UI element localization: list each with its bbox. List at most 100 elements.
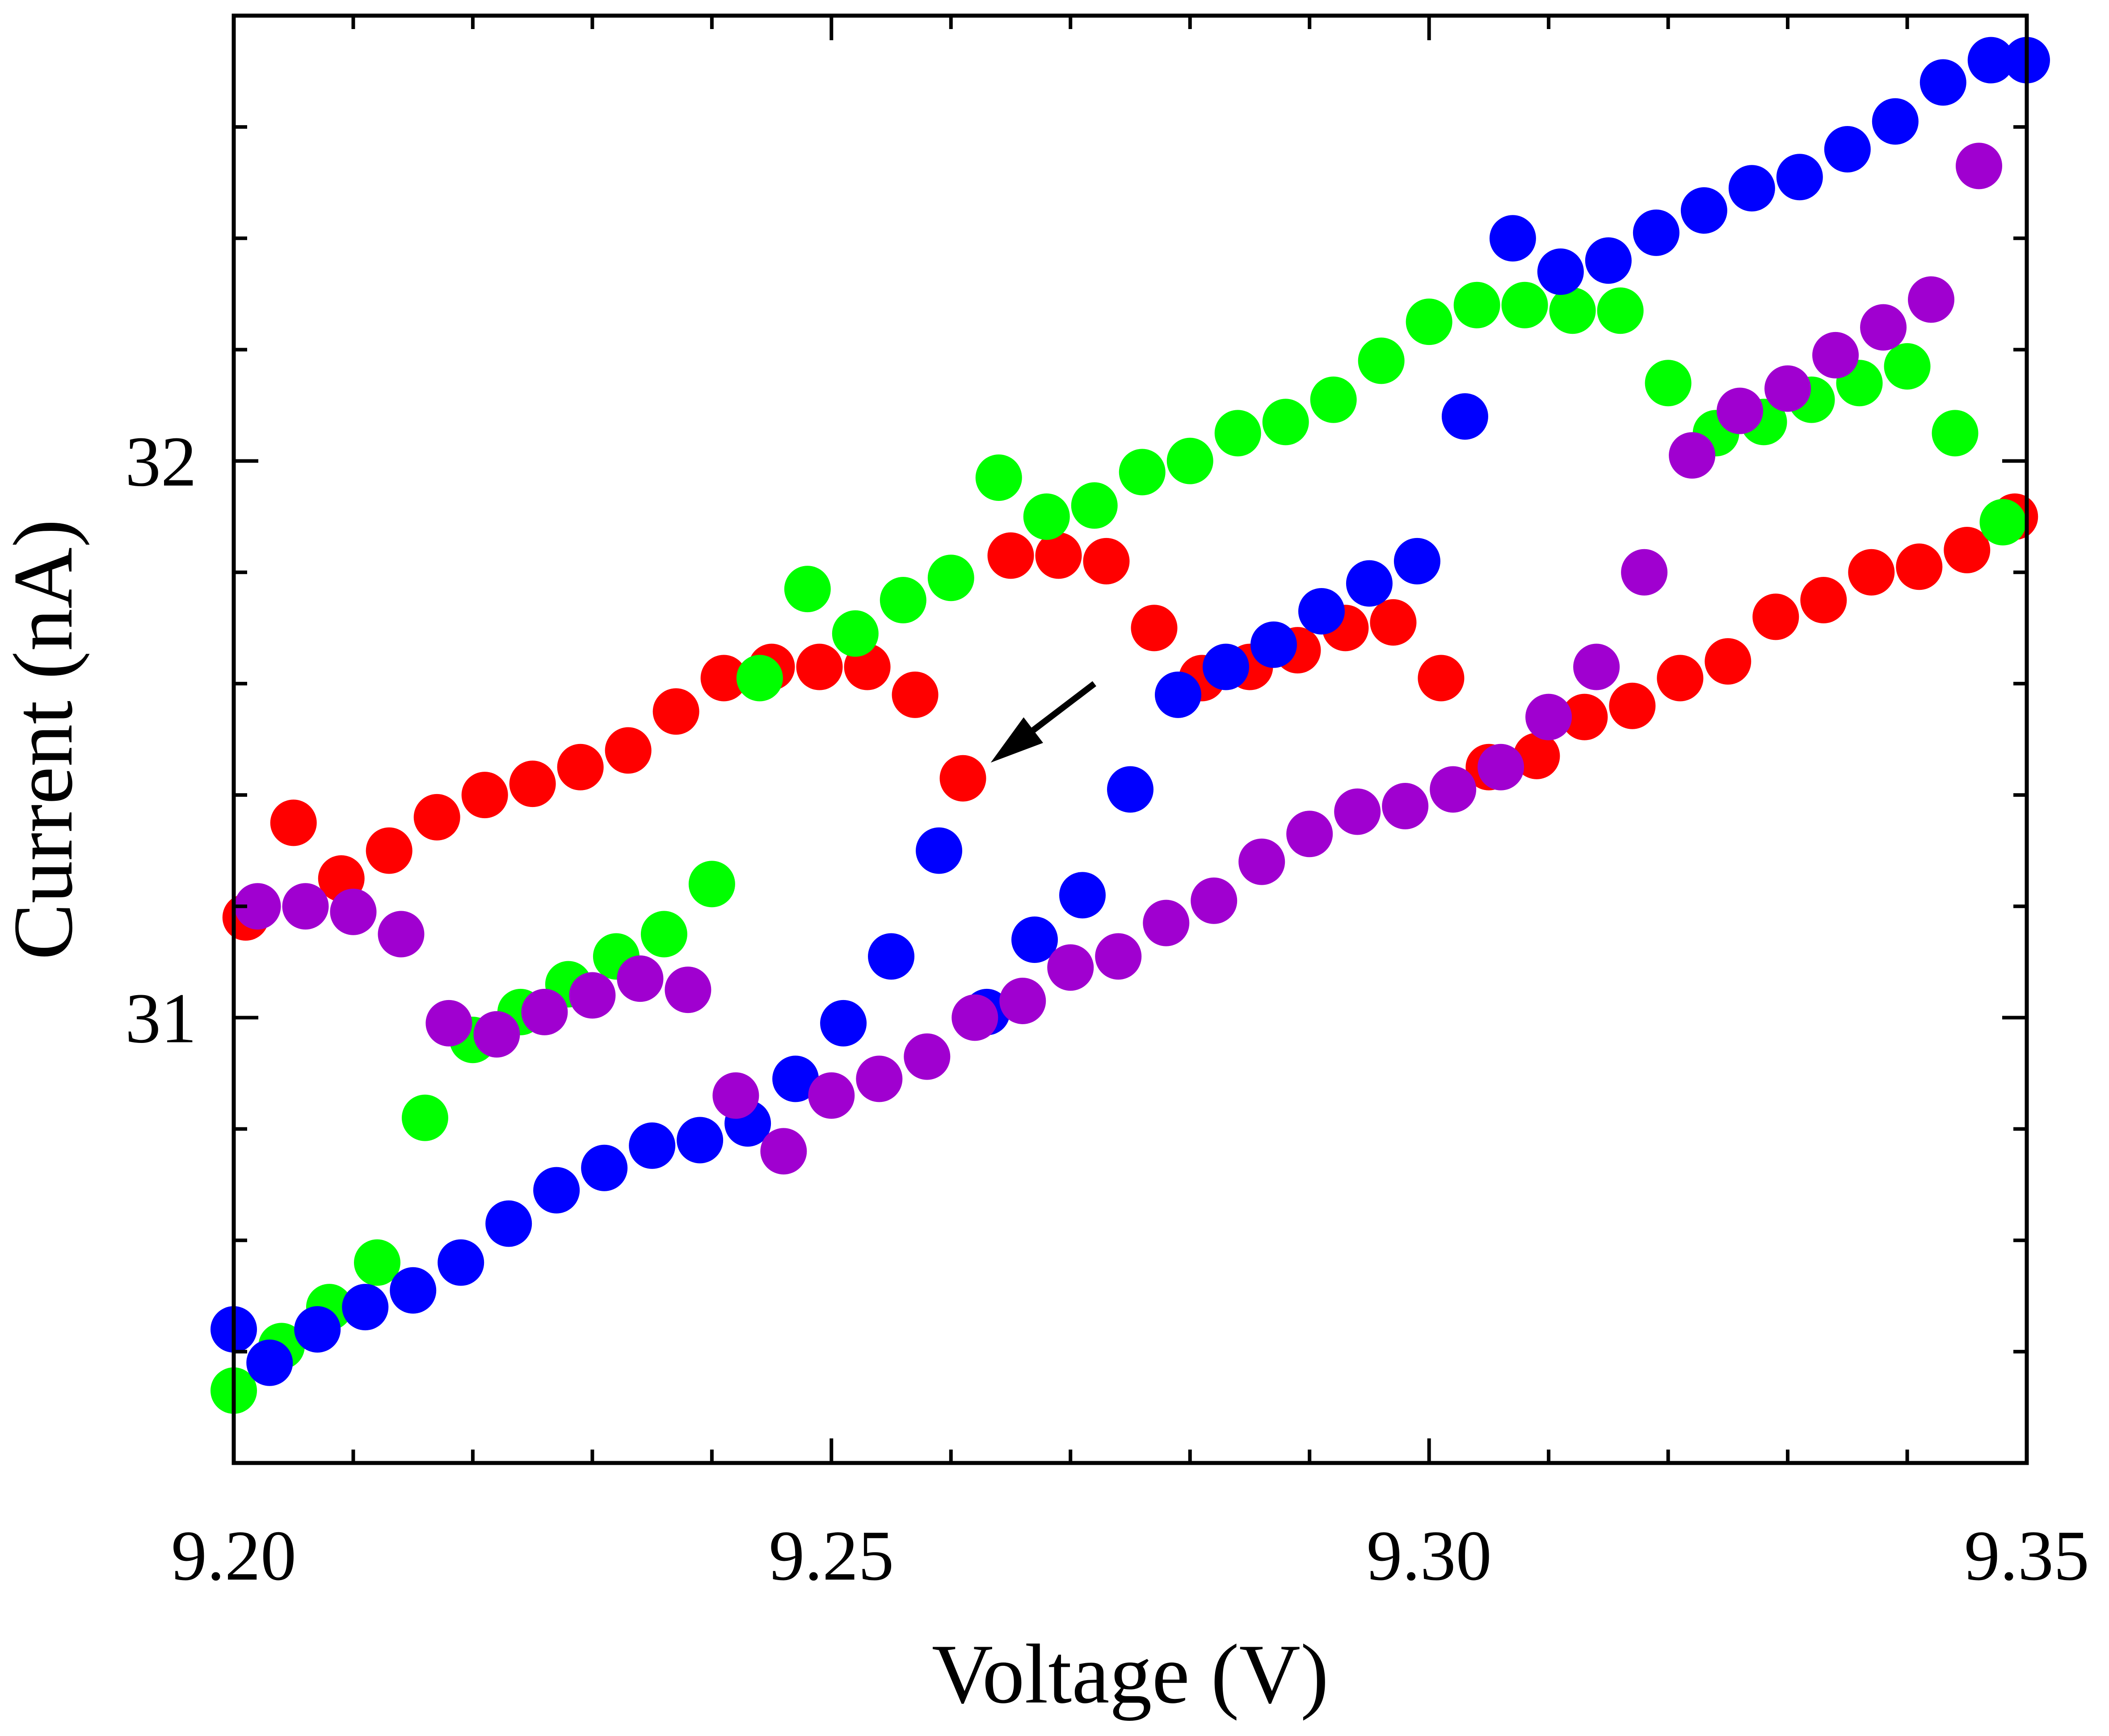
data-point-purple-8 <box>617 955 664 1002</box>
data-point-blue-6 <box>485 1200 532 1247</box>
data-point-green-27 <box>1501 282 1548 328</box>
data-point-red-5 <box>461 772 508 819</box>
data-point-purple-35 <box>1908 276 1955 323</box>
data-point-green-9 <box>640 911 687 958</box>
x-tick-label: 9.20 <box>171 1516 296 1595</box>
data-point-blue-13 <box>820 1000 867 1047</box>
data-point-purple-11 <box>760 1128 807 1175</box>
data-point-green-20 <box>1166 437 1213 484</box>
data-point-purple-2 <box>330 888 377 935</box>
data-point-green-36 <box>1932 410 1979 457</box>
data-point-purple-9 <box>665 967 711 1013</box>
data-point-purple-20 <box>1191 877 1238 924</box>
data-point-purple-12 <box>808 1072 855 1119</box>
data-point-purple-6 <box>521 988 568 1035</box>
data-point-red-18 <box>1083 538 1130 584</box>
data-point-purple-36 <box>1956 143 2003 189</box>
data-point-red-31 <box>1705 638 1751 685</box>
data-point-purple-25 <box>1430 766 1477 813</box>
data-point-blue-2 <box>294 1306 341 1353</box>
data-point-purple-3 <box>378 911 425 958</box>
data-point-blue-25 <box>1393 538 1440 584</box>
data-point-purple-22 <box>1286 811 1333 857</box>
data-point-purple-1 <box>282 883 329 930</box>
data-point-green-35 <box>1884 343 1931 390</box>
data-point-green-4 <box>401 1094 448 1141</box>
data-point-red-19 <box>1131 605 1178 652</box>
data-point-green-37 <box>1979 499 2026 546</box>
data-point-blue-28 <box>1537 248 1584 295</box>
data-point-red-17 <box>1035 532 1082 579</box>
data-point-red-16 <box>987 532 1034 579</box>
data-point-red-32 <box>1752 593 1799 640</box>
data-point-blue-9 <box>629 1122 676 1169</box>
data-point-blue-26 <box>1441 393 1488 440</box>
data-point-red-33 <box>1800 577 1847 624</box>
data-point-green-13 <box>832 610 879 657</box>
data-point-purple-30 <box>1669 432 1716 479</box>
data-point-red-9 <box>652 688 699 735</box>
data-point-green-28 <box>1549 287 1596 334</box>
data-point-blue-30 <box>1633 209 1680 256</box>
data-point-green-18 <box>1071 482 1118 529</box>
data-point-blue-32 <box>1728 165 1775 212</box>
data-point-blue-33 <box>1776 154 1823 201</box>
data-point-blue-7 <box>533 1167 580 1214</box>
data-point-blue-24 <box>1346 560 1393 607</box>
x-tick-labels: 9.20 9.25 9.30 9.35 <box>171 1516 2089 1595</box>
axis-ticks <box>232 14 2029 1465</box>
data-point-blue-19 <box>1107 766 1153 813</box>
data-point-blue-5 <box>438 1239 484 1286</box>
x-tick-label: 9.35 <box>1964 1516 2089 1595</box>
data-point-blue-29 <box>1585 237 1632 284</box>
data-point-red-10 <box>700 655 747 702</box>
data-point-blue-14 <box>868 933 915 980</box>
data-point-purple-32 <box>1764 365 1811 412</box>
data-point-purple-21 <box>1238 838 1285 885</box>
data-point-purple-5 <box>473 1011 520 1058</box>
data-point-green-21 <box>1214 410 1261 457</box>
data-markers <box>210 37 2050 1414</box>
data-point-purple-7 <box>569 972 616 1019</box>
data-point-blue-27 <box>1489 215 1536 262</box>
data-point-purple-24 <box>1382 782 1429 829</box>
data-point-purple-10 <box>712 1072 759 1119</box>
data-point-blue-36 <box>1920 59 1966 106</box>
data-point-red-25 <box>1418 655 1465 702</box>
data-point-red-14 <box>892 671 939 718</box>
data-point-green-11 <box>736 655 783 702</box>
data-point-purple-31 <box>1717 387 1764 434</box>
data-point-green-30 <box>1645 360 1692 407</box>
data-point-purple-28 <box>1573 643 1620 690</box>
data-point-green-15 <box>927 555 974 601</box>
data-point-purple-13 <box>856 1055 903 1102</box>
x-tick-label: 9.25 <box>769 1516 894 1595</box>
data-point-blue-17 <box>1011 916 1058 963</box>
data-point-blue-37 <box>1967 37 2014 84</box>
data-point-green-16 <box>975 454 1022 501</box>
x-tick-label: 9.30 <box>1367 1516 1492 1595</box>
data-point-blue-31 <box>1680 187 1727 234</box>
data-point-red-6 <box>509 761 556 807</box>
data-point-green-29 <box>1597 287 1644 334</box>
data-point-red-30 <box>1657 655 1704 702</box>
x-axis-title: Voltage (V) <box>932 1627 1329 1721</box>
data-point-green-24 <box>1358 337 1405 384</box>
data-point-blue-23 <box>1298 588 1345 635</box>
data-point-red-34 <box>1848 549 1895 596</box>
data-point-red-12 <box>796 643 843 690</box>
data-point-red-7 <box>557 744 604 790</box>
data-point-green-26 <box>1453 282 1500 328</box>
data-point-green-25 <box>1406 298 1452 345</box>
data-point-blue-15 <box>916 827 963 874</box>
data-point-green-10 <box>688 861 735 908</box>
data-point-red-3 <box>366 827 413 874</box>
data-point-blue-12 <box>772 1055 819 1102</box>
data-point-blue-34 <box>1824 126 1871 172</box>
arrow-head <box>990 717 1044 763</box>
data-point-purple-23 <box>1334 788 1381 835</box>
data-point-purple-17 <box>1047 944 1094 991</box>
y-tick-label: 31 <box>125 978 197 1058</box>
data-point-blue-4 <box>390 1267 437 1314</box>
y-tick-labels: 31 32 <box>125 422 197 1058</box>
